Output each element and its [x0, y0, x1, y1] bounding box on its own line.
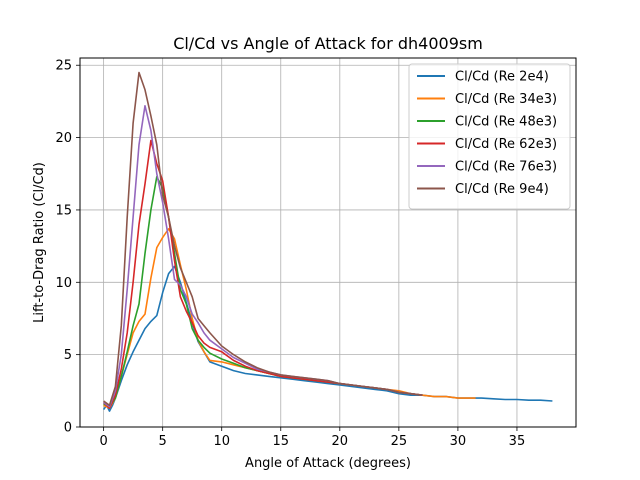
- y-tick-label: 5: [64, 348, 72, 363]
- legend-label: Cl/Cd (Re 9e4): [455, 182, 549, 197]
- legend-label: Cl/Cd (Re 62e3): [455, 137, 557, 152]
- y-axis-label: Lift-to-Drag Ratio (Cl/Cd): [32, 162, 47, 323]
- x-tick-label: 5: [159, 434, 167, 449]
- y-tick-label: 0: [64, 421, 72, 436]
- x-tick-label: 30: [450, 434, 467, 449]
- legend-label: Cl/Cd (Re 34e3): [455, 92, 557, 107]
- x-axis-label: Angle of Attack (degrees): [245, 456, 411, 471]
- plot-frame: [79, 57, 577, 428]
- y-tick-label: 15: [55, 203, 72, 218]
- x-tick-label: 25: [391, 434, 408, 449]
- x-tick-label: 0: [99, 434, 107, 449]
- legend-label: Cl/Cd (Re 2e4): [455, 70, 549, 85]
- y-tick-label: 25: [55, 59, 72, 74]
- legend-label: Cl/Cd (Re 76e3): [455, 160, 557, 175]
- legend-label: Cl/Cd (Re 48e3): [455, 115, 557, 130]
- x-tick-label: 10: [213, 434, 230, 449]
- series-line-5: [103, 71, 423, 407]
- x-axis: 0 5 10 15 20 25 30 35: [99, 427, 525, 449]
- y-tick-label: 20: [55, 131, 72, 146]
- y-tick-label: 10: [55, 276, 72, 291]
- x-tick-label: 20: [332, 434, 349, 449]
- series-lines: [102, 71, 553, 412]
- x-tick-label: 35: [509, 434, 526, 449]
- x-tick-label: 15: [272, 434, 289, 449]
- chart-title: Cl/Cd vs Angle of Attack for dh4009sm: [173, 34, 483, 53]
- legend-box: [408, 63, 571, 210]
- legend: Cl/Cd (Re 2e4) Cl/Cd (Re 34e3) Cl/Cd (Re 4…: [408, 63, 571, 210]
- y-axis: 0 5 10 15 20 25: [55, 59, 80, 436]
